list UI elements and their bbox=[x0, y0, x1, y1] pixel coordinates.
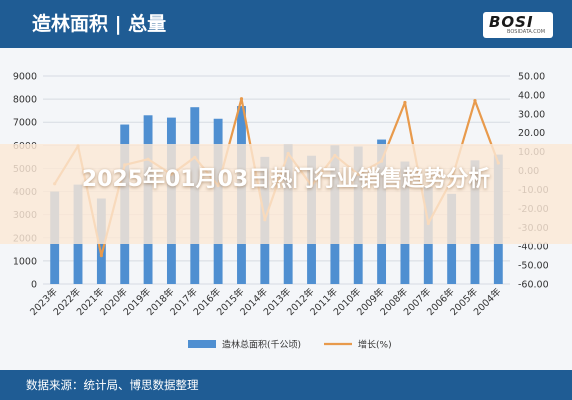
legend-line-label: 增长(%) bbox=[358, 339, 392, 351]
y-right-tick-label: 50.00 bbox=[518, 72, 545, 83]
y-left-tick-label: 7000 bbox=[13, 118, 37, 129]
y-right-tick-label: -40.00 bbox=[518, 242, 549, 253]
y-left-tick-label: 0 bbox=[31, 280, 37, 291]
banner-title: 2025年01月03日热门行业销售趋势分析 bbox=[81, 167, 491, 192]
y-right-tick-label: -50.00 bbox=[518, 261, 549, 272]
y-left-tick-label: 8000 bbox=[13, 95, 37, 106]
growth-point bbox=[403, 100, 407, 105]
data-source: 数据来源：统计局、博思数据整理 bbox=[26, 378, 199, 392]
y-right-tick-label: -60.00 bbox=[518, 280, 549, 291]
y-right-tick-label: 30.00 bbox=[518, 109, 545, 120]
header-bar: 造林面积 | 总量 BOSI BOSIDATA.COM bbox=[0, 0, 572, 48]
page-title: 造林面积 | 总量 bbox=[32, 13, 167, 35]
growth-point bbox=[473, 98, 477, 103]
y-right-tick-label: 40.00 bbox=[518, 90, 545, 101]
legend-bar-label: 造林总面积(千公顷) bbox=[222, 339, 301, 351]
legend-bar-swatch bbox=[188, 340, 216, 348]
logo-text: BOSI bbox=[489, 13, 534, 31]
y-left-tick-label: 9000 bbox=[13, 72, 37, 83]
growth-point bbox=[99, 254, 103, 258]
y-left-tick-label: 1000 bbox=[13, 256, 37, 267]
logo-subtext: BOSIDATA.COM bbox=[507, 29, 546, 35]
growth-point bbox=[239, 97, 244, 101]
footer-bar: 数据来源：统计局、博思数据整理 bbox=[0, 370, 572, 400]
y-right-tick-label: 20.00 bbox=[518, 128, 545, 139]
title-banner: 2025年01月03日热门行业销售趋势分析 bbox=[0, 144, 572, 244]
bosi-logo: BOSI BOSIDATA.COM bbox=[483, 12, 553, 38]
